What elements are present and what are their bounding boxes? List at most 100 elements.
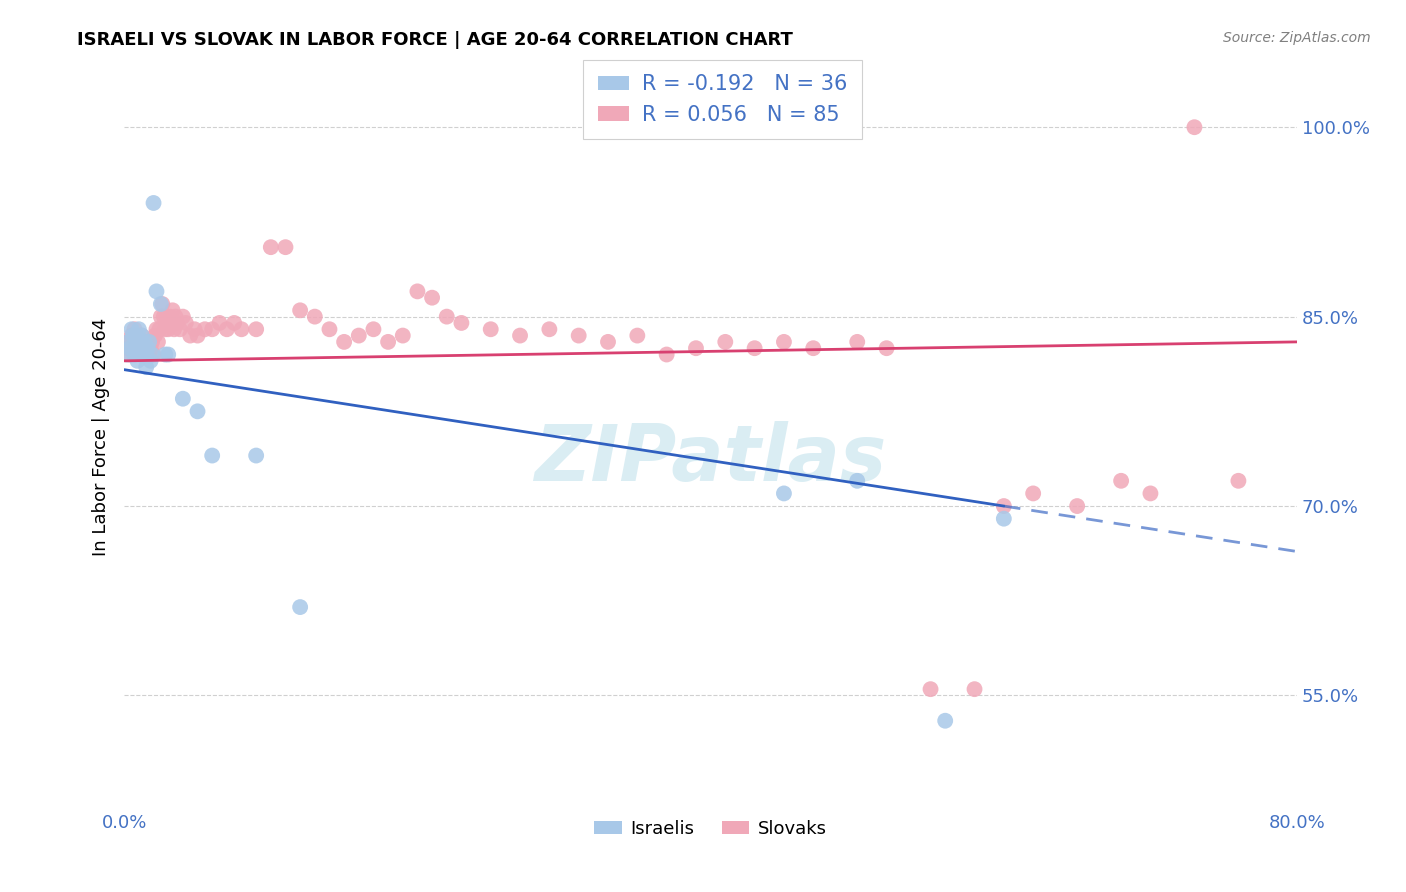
Point [208,316,231,330]
Point [124,347,146,361]
Point [141,334,163,349]
Point [450,316,472,330]
Point [135,360,157,375]
Point [128,322,150,336]
Point [179,328,201,343]
Point [159,310,181,324]
Point [288,600,311,615]
Point [146,334,169,349]
Point [846,334,869,349]
Point [993,499,1015,513]
Point [172,310,194,324]
Point [157,347,180,361]
Point [245,449,267,463]
Point [363,322,385,336]
Point [145,322,167,336]
Point [141,347,163,361]
Point [318,322,340,336]
Point [135,347,157,361]
Point [143,328,166,343]
Point [174,316,197,330]
Point [117,334,139,349]
Point [436,310,458,324]
Point [136,341,159,355]
Point [165,310,187,324]
Point [169,322,191,336]
Point [993,511,1015,525]
Point [157,322,180,336]
Point [1109,474,1132,488]
Point [142,196,165,211]
Point [139,354,162,368]
Text: ISRAELI VS SLOVAK IN LABOR FORCE | AGE 20-64 CORRELATION CHART: ISRAELI VS SLOVAK IN LABOR FORCE | AGE 2… [77,31,793,49]
Point [1227,474,1250,488]
Point [655,347,678,361]
Point [773,486,796,500]
Point [129,347,152,361]
Point [149,297,172,311]
Point [685,341,707,355]
Point [377,334,399,349]
Point [224,316,246,330]
Text: Source: ZipAtlas.com: Source: ZipAtlas.com [1223,31,1371,45]
Point [1139,486,1161,500]
Point [149,310,172,324]
Point [120,347,142,361]
Point [934,714,956,728]
Legend: Israelis, Slovaks: Israelis, Slovaks [588,813,834,845]
Point [744,341,766,355]
Point [626,328,648,343]
Point [231,322,253,336]
Point [115,341,138,355]
Point [129,347,152,361]
Point [134,334,156,349]
Point [194,322,217,336]
Point [135,347,157,361]
Point [145,285,167,299]
Point [333,334,356,349]
Point [134,341,156,355]
Point [120,341,142,355]
Point [406,285,429,299]
Point [773,334,796,349]
Point [124,322,146,336]
Point [156,310,179,324]
Point [128,341,150,355]
Point [201,449,224,463]
Point [420,291,443,305]
Point [274,240,297,254]
Point [115,347,138,361]
Point [801,341,824,355]
Point [260,240,283,254]
Point [155,322,177,336]
Point [136,334,159,349]
Point [245,322,267,336]
Point [215,322,238,336]
Point [479,322,502,336]
Point [509,328,531,343]
Point [132,347,155,361]
Point [131,328,153,343]
Point [963,682,986,697]
Point [1066,499,1088,513]
Point [127,354,149,368]
Point [127,334,149,349]
Point [155,347,177,361]
Point [125,347,148,361]
Point [186,328,208,343]
Point [122,328,145,343]
Point [186,404,208,418]
Point [162,303,184,318]
Point [1022,486,1045,500]
Point [568,328,591,343]
Text: ZIPatlas: ZIPatlas [534,421,887,497]
Point [131,328,153,343]
Point [846,474,869,488]
Point [538,322,561,336]
Point [183,322,205,336]
Point [142,347,165,361]
Point [125,328,148,343]
Point [1184,120,1206,135]
Point [121,322,143,336]
Point [714,334,737,349]
